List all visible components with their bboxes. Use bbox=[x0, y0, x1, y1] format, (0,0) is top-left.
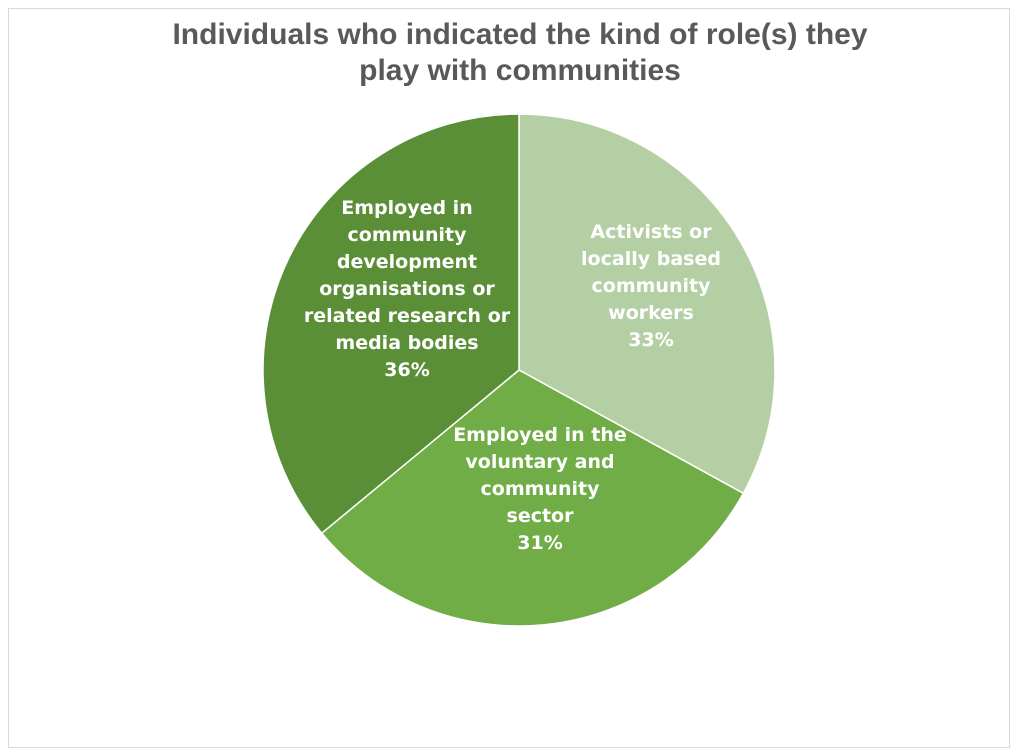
slice-label-line: locally based bbox=[581, 248, 721, 270]
pie-slice-3 bbox=[262, 113, 520, 535]
chart-title: Individuals who indicated the kind of ro… bbox=[0, 17, 1014, 89]
slice-label-line: community bbox=[481, 478, 601, 500]
slice-label-line: Employed in the bbox=[453, 424, 627, 446]
slice-label-line: Employed in bbox=[341, 197, 472, 219]
chart-title-line-1: Individuals who indicated the kind of ro… bbox=[172, 18, 868, 51]
slice-label-line: development bbox=[337, 251, 477, 273]
slice-label-line: organisations or bbox=[319, 278, 495, 300]
slice-label-line: community bbox=[592, 275, 712, 297]
slice-label-line: sector bbox=[507, 505, 575, 527]
pie-slices bbox=[262, 113, 776, 627]
slice-label-line: related research or bbox=[304, 305, 511, 327]
slice-percent-label: 33% bbox=[628, 329, 673, 351]
slice-label-2: Employed in the voluntary and community sec… bbox=[453, 424, 627, 554]
pie-chart: Activists or locally based community worker… bbox=[262, 113, 776, 627]
slice-label-3: Employed in community development organisat… bbox=[304, 197, 511, 381]
slice-label-line: workers bbox=[608, 302, 694, 324]
slice-percent-label: 31% bbox=[517, 532, 562, 554]
pie-slice-1 bbox=[518, 113, 776, 495]
pie-labels: Activists or locally based community worker… bbox=[304, 197, 721, 554]
slice-label-line: community bbox=[348, 224, 468, 246]
slice-label-line: media bodies bbox=[335, 332, 478, 354]
pie-slice-2 bbox=[320, 369, 745, 627]
slice-label-line: Activists or bbox=[590, 221, 712, 243]
chart-title-line-2: play with communities bbox=[359, 54, 681, 87]
slice-label-1: Activists or locally based community worker… bbox=[581, 221, 721, 351]
slice-percent-label: 36% bbox=[384, 359, 429, 381]
slice-label-line: voluntary and bbox=[465, 451, 614, 473]
